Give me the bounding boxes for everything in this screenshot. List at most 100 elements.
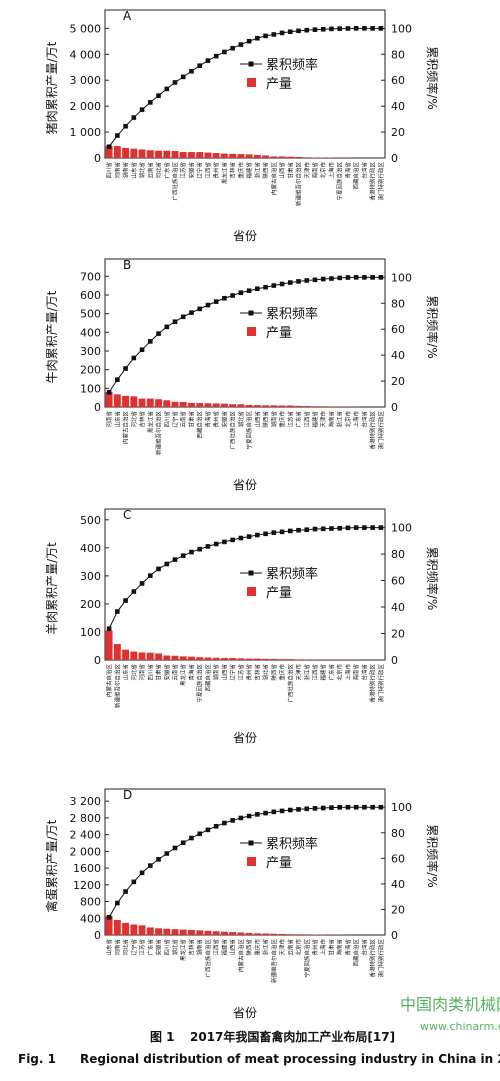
line-marker [213,299,219,304]
line-marker [304,527,310,533]
caption-title: 2017年我国畜禽肉加工产业布局[17] [190,1029,395,1044]
x-tick-label: 海南省 [327,411,335,428]
bar [188,656,195,660]
bar [303,157,311,158]
x-tick-label: 湖南省 [122,162,130,179]
line-marker [189,310,194,315]
bar [212,403,220,407]
y-tick-label: 100 [80,382,101,395]
x-tick-label: 湖北省 [237,411,245,428]
bar [245,932,253,935]
line-marker [320,276,326,282]
x-tick-label: 香港特别行政区 [369,411,377,450]
line-marker [180,840,186,846]
line-marker [362,26,367,31]
y-tick-label: 2 400 [70,829,102,842]
line-marker [370,804,375,810]
line-marker [197,63,203,69]
line-marker [172,80,178,85]
x-tick-label: 海南省 [336,939,344,956]
y2-axis-title: 累积频率/% [425,46,440,109]
y2-tick-label: 0 [391,401,398,414]
y-tick-label: 400 [80,912,101,925]
line-marker [378,525,384,530]
line-marker [320,526,326,532]
y-tick-label: 400 [80,326,101,339]
y2-tick-label: 60 [391,575,405,588]
line-marker [296,527,301,533]
bar [138,925,146,935]
bar [122,395,130,407]
bar [328,406,335,407]
y2-axis-title: 累积频率/% [425,295,440,358]
x-tick-label: 江西省 [204,162,212,179]
y-tick-label: 2 800 [70,812,102,825]
x-tick-label: 福建省 [220,939,228,956]
line-marker [230,818,235,823]
x-tick-label: 澳门特别行政区 [377,939,385,978]
bar [204,152,212,158]
line-marker [255,532,260,538]
line-marker [222,49,227,55]
bar [229,658,237,660]
line-marker [180,314,186,320]
line-marker [131,879,137,885]
x-tick-label: 香港特别行政区 [369,664,377,703]
line-marker [353,26,359,31]
x-tick-label: 广东省 [163,162,171,179]
bar [278,933,286,935]
line-marker [123,598,128,603]
line-marker [263,531,268,537]
x-tick-label: 陕西省 [262,162,270,179]
x-axis-title: 省份 [233,229,257,243]
bar [155,399,162,407]
line-marker [312,27,318,32]
x-tick-label: 新疆维吾尔自治区 [295,162,303,207]
line-marker [189,549,194,555]
x-tick-label: 贵州省 [212,411,220,428]
bar [229,932,237,935]
x-tick-label: 河北省 [130,411,138,428]
bar [311,659,319,660]
plot-frame [104,508,386,661]
line-marker [378,26,384,31]
x-tick-label: 内蒙古自治区 [237,939,245,973]
y2-tick-label: 40 [391,349,405,362]
x-tick-label: 安徽省 [187,162,195,179]
line-marker [139,107,145,112]
legend-swatch [247,78,256,87]
x-tick-label: 西藏自治区 [352,162,360,190]
x-tick-label: 贵州省 [212,162,220,179]
bar [311,934,319,935]
bar [122,147,130,158]
line-marker [279,808,285,814]
x-axis-title: 省份 [233,731,257,745]
bar [237,932,245,935]
line-marker [147,573,153,578]
y-tick-label: 800 [80,896,101,909]
line-marker [205,302,211,308]
bar [179,929,187,935]
bar [113,644,121,660]
x-tick-label: 辽宁省 [171,411,179,428]
x-tick-label: 福建省 [311,411,319,428]
line-marker [320,26,326,32]
x-tick-label: 甘肃省 [286,162,294,179]
legend-marker [248,310,254,316]
x-tick-label: 四川省 [163,939,171,956]
bar [196,657,204,660]
bar [163,928,171,935]
x-tick-label: 浙江省 [336,411,344,428]
line-marker [172,845,178,851]
bar [130,924,138,935]
line-marker [197,546,203,552]
line-marker [246,38,252,44]
y-tick-label: 4 000 [70,48,102,61]
y-tick-label: 0 [94,654,101,667]
bar [237,154,245,158]
x-tick-label: 重庆市 [278,411,286,428]
bar [171,151,179,158]
panel-label: C [123,508,131,522]
line-marker [123,889,128,894]
bar [163,400,171,407]
